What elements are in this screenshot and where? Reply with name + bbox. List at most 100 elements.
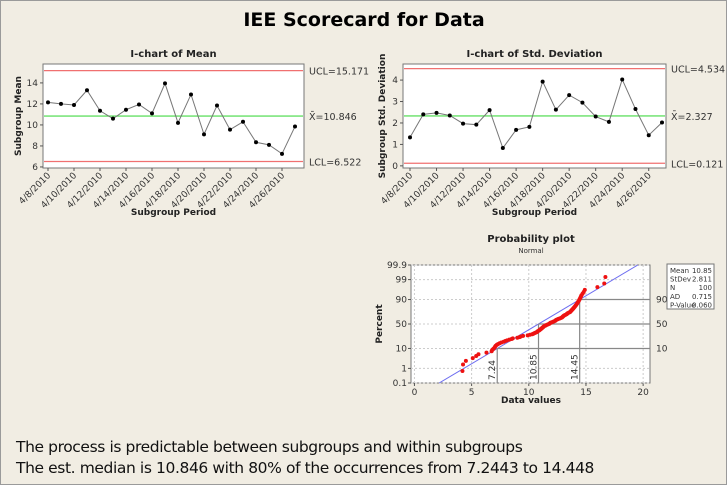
data-point	[421, 112, 426, 117]
stat-label: P-Value	[670, 301, 695, 309]
x-axis-label: Subgroup Period	[492, 208, 577, 218]
reference-value-label: 7.24	[488, 360, 498, 380]
data-point	[176, 120, 180, 125]
chart-subtitle: Normal	[518, 247, 543, 255]
data-point	[98, 108, 102, 113]
series-line	[409, 78, 663, 150]
y-tick-label: 90	[396, 296, 408, 306]
stat-label: Mean	[670, 267, 689, 275]
data-point	[85, 88, 89, 93]
y-tick-label: 50	[396, 320, 408, 330]
data-point	[660, 120, 664, 125]
data-point	[267, 142, 271, 147]
center-label: X̄=10.846	[309, 111, 357, 123]
data-point	[46, 100, 50, 105]
stat-value: 2.811	[692, 276, 712, 284]
y-axis-label: Subgroup Mean	[14, 76, 24, 156]
data-point	[461, 121, 466, 126]
data-point	[460, 368, 465, 373]
data-point	[434, 110, 439, 115]
data-point	[447, 113, 452, 118]
data-point	[59, 101, 63, 106]
y-tick-label: 99	[396, 276, 408, 286]
chart-title: I-chart of Mean	[130, 49, 216, 60]
data-point	[500, 146, 505, 151]
main-title: IEE Scorecard for Data	[243, 9, 484, 31]
x-tick-label: 0	[412, 388, 418, 398]
data-point	[567, 93, 572, 98]
y-tick-label: 10	[396, 344, 408, 354]
x-tick-label: 10	[523, 388, 535, 398]
reference-percent-label: 50	[656, 320, 668, 330]
data-point	[620, 77, 625, 82]
data-point	[408, 135, 412, 140]
y-tick-label: 1	[392, 140, 398, 150]
data-point	[254, 140, 258, 145]
center-label: X̄=2.327	[671, 111, 713, 123]
data-point	[633, 107, 638, 112]
summary-line-2: The est. median is 10.846 with 80% of th…	[16, 459, 595, 477]
data-point	[582, 287, 587, 292]
data-point	[474, 122, 479, 127]
data-point	[189, 92, 193, 97]
data-point	[553, 107, 558, 112]
data-point	[510, 336, 515, 341]
stats-legend-box	[666, 263, 715, 310]
data-point	[580, 100, 585, 105]
stat-value: 100	[699, 284, 712, 292]
data-point	[137, 102, 141, 107]
data-point	[470, 356, 475, 361]
data-point	[606, 119, 611, 124]
y-axis-label: Percent	[375, 304, 385, 344]
ucl-label: UCL=15.171	[309, 67, 369, 78]
y-tick-label: 8	[32, 142, 38, 152]
x-axis-label: Data values	[501, 396, 561, 406]
data-point	[521, 333, 526, 338]
data-point	[646, 133, 651, 138]
chart-title: Probability plot	[487, 234, 575, 245]
data-point	[476, 352, 481, 357]
data-point	[484, 350, 489, 355]
reference-percent-label: 10	[656, 344, 668, 354]
data-point	[111, 116, 115, 121]
data-point	[463, 358, 468, 363]
data-point	[593, 114, 598, 119]
data-point	[514, 127, 519, 132]
data-point	[215, 103, 219, 108]
data-point	[595, 285, 600, 290]
ichart-1: I-chart of Std. Deviation UCL=4.534 X̄=2.3…	[378, 49, 725, 218]
x-tick-label: 5	[469, 388, 475, 398]
stat-label: StDev	[670, 276, 691, 284]
data-point	[241, 119, 245, 124]
summary-line-1: The process is predictable between subgr…	[16, 438, 523, 456]
y-tick-label: 4	[392, 76, 398, 86]
stat-value: 10.85	[692, 267, 712, 275]
stat-label: AD	[670, 293, 680, 301]
y-tick-label: 6	[32, 163, 38, 173]
y-tick-label: 2	[392, 119, 398, 129]
data-point	[124, 107, 128, 112]
stat-value: 0.060	[692, 301, 712, 309]
data-point	[293, 124, 297, 129]
y-tick-label: 14	[27, 79, 39, 89]
y-tick-label: 0	[392, 162, 398, 172]
data-point	[487, 108, 492, 113]
data-point	[72, 102, 76, 107]
reference-value-label: 10.85	[530, 354, 540, 380]
reference-value-label: 14.45	[571, 354, 581, 380]
data-point	[150, 111, 154, 116]
stat-value: 0.715	[692, 293, 712, 301]
data-point	[202, 132, 206, 137]
y-tick-label: 99.9	[387, 261, 407, 271]
y-axis-label: Subgroup Std. Deviation	[378, 54, 388, 179]
series-line	[47, 82, 296, 155]
data-point	[602, 281, 607, 286]
y-tick-label: 0.1	[393, 379, 407, 389]
x-axis-label: Subgroup Period	[131, 208, 216, 218]
lcl-label: LCL=0.121	[671, 159, 723, 170]
ucl-label: UCL=4.534	[671, 65, 725, 76]
y-tick-label: 3	[392, 98, 398, 108]
